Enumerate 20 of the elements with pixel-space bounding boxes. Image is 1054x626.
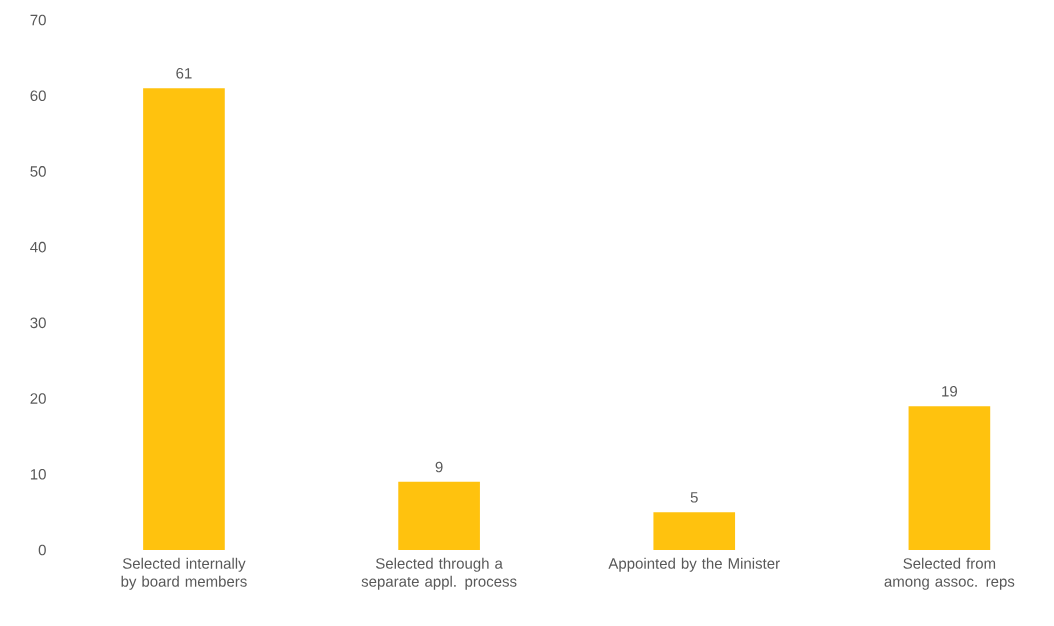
y-tick-label: 20 (30, 393, 46, 404)
data-label: 61 (176, 67, 192, 79)
y-tick-label: 50 (30, 166, 46, 177)
y-tick-label: 60 (30, 90, 46, 102)
bar (398, 481, 480, 550)
data-label: 5 (690, 492, 698, 503)
y-tick-label: 30 (30, 317, 46, 329)
y-tick-label: 0 (38, 544, 46, 556)
bar (653, 512, 736, 550)
x-tick-label: Selected from among assoc. reps (884, 557, 1015, 590)
x-tick-label: Selected through a separate appl. process (361, 557, 517, 590)
bar (908, 406, 991, 550)
bar (143, 88, 225, 550)
data-label: 19 (942, 385, 958, 397)
y-tick-label: 10 (30, 468, 46, 480)
y-tick-label: 70 (30, 14, 46, 26)
x-tick-label: Appointed by the Minister (608, 557, 780, 572)
data-label: 9 (435, 461, 443, 473)
y-tick-label: 40 (30, 241, 46, 253)
x-tick-label: Selected internally by board members (121, 557, 247, 590)
